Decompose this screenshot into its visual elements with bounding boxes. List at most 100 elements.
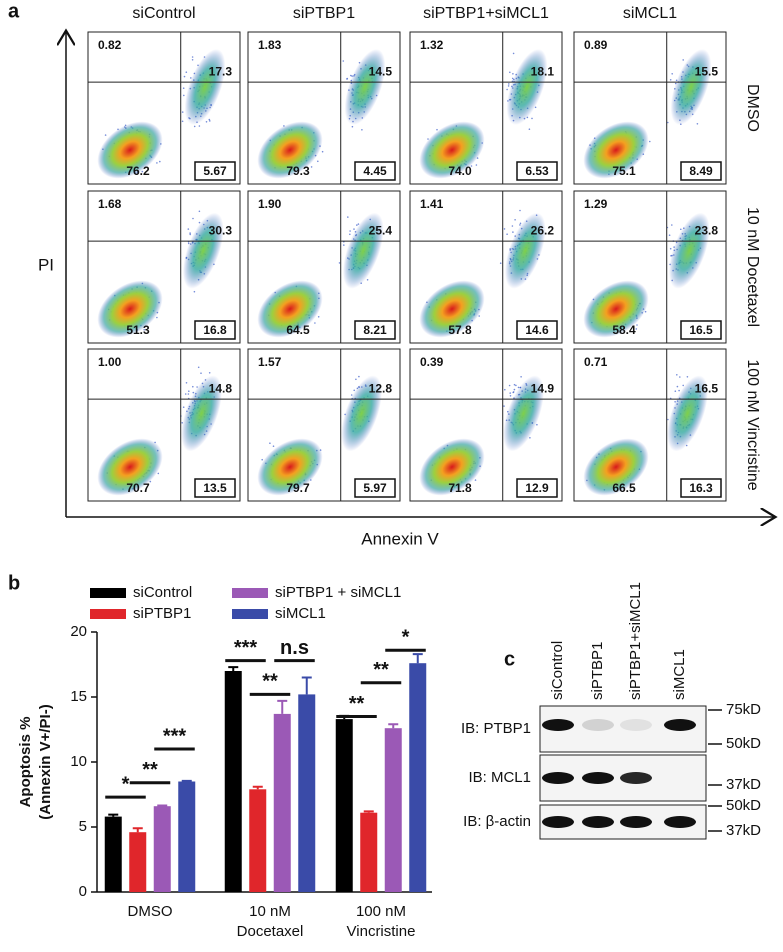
flow-plot: 1.68 30.3 51.3 16.8 <box>87 190 241 344</box>
band <box>620 772 652 784</box>
bar <box>360 812 378 892</box>
x-tick-label: 100 nM <box>356 903 406 920</box>
event-dot <box>512 73 514 75</box>
band <box>542 816 574 828</box>
flow-plot: 1.41 26.2 57.8 14.6 <box>409 190 563 344</box>
upper-cluster <box>182 212 224 289</box>
band <box>582 719 614 731</box>
flow-plot: 0.71 16.5 66.5 16.3 <box>573 348 727 502</box>
quadrant-value: 1.00 <box>98 355 122 369</box>
error-bar <box>108 813 119 817</box>
quadrant-value: 79.7 <box>286 481 310 495</box>
event-dot <box>667 418 669 421</box>
error-bar <box>277 699 288 714</box>
live-cluster <box>583 280 649 338</box>
quadrant-value: 0.89 <box>584 38 608 52</box>
event-dot <box>272 445 275 448</box>
quadrant-value: 1.68 <box>98 197 122 211</box>
bar <box>224 671 242 892</box>
quadrant-value: 18.1 <box>531 64 555 78</box>
live-cluster <box>583 438 649 496</box>
event-dot <box>680 228 682 231</box>
quadrant-value: 5.97 <box>363 481 387 495</box>
quadrant-value: 15.5 <box>695 64 719 78</box>
event-dot <box>189 233 191 236</box>
event-dot <box>676 385 679 388</box>
event-dot <box>520 376 522 378</box>
column-header: siPTBP1 <box>293 5 355 22</box>
quadrant-value: 14.6 <box>525 323 549 337</box>
event-dot <box>512 391 515 393</box>
flow-plot: 0.82 17.3 76.2 5.67 <box>87 31 241 185</box>
event-dot <box>351 125 354 128</box>
value-box <box>680 320 722 340</box>
significance-label: * <box>122 773 130 795</box>
x-tick-label: Docetaxel <box>237 923 304 940</box>
quadrant-value: 79.3 <box>286 164 310 178</box>
quadrant-value: 51.3 <box>126 323 150 337</box>
event-dot <box>310 166 313 168</box>
event-dot <box>269 442 271 445</box>
event-dot <box>187 393 190 395</box>
event-dot <box>512 231 514 233</box>
event-dot <box>671 73 673 75</box>
event-dot <box>529 437 531 439</box>
event-dot <box>317 316 320 318</box>
bar <box>104 816 122 892</box>
upper-cluster <box>341 375 382 452</box>
quadrant-value: 0.82 <box>98 38 122 52</box>
quadrant-value: 5.67 <box>203 164 227 178</box>
flow-plot: 0.89 15.5 75.1 8.49 <box>573 31 727 185</box>
value-box <box>680 478 722 498</box>
event-dot <box>436 128 438 131</box>
event-dot <box>509 71 511 74</box>
event-dot <box>156 316 158 319</box>
error-bar <box>132 827 143 833</box>
event-dot <box>353 389 356 392</box>
error-bar <box>252 785 263 790</box>
event-dot <box>157 472 160 475</box>
y-axis-label: Apoptosis % <box>17 717 34 808</box>
event-dot <box>188 390 190 393</box>
event-dot <box>696 123 699 125</box>
event-dot <box>508 384 511 387</box>
event-dot <box>191 59 194 61</box>
band <box>582 816 614 828</box>
band <box>582 772 614 784</box>
event-dot <box>676 374 678 376</box>
event-dot <box>499 262 502 265</box>
row-label: 100 nM Vincristine <box>744 359 761 490</box>
error-bar <box>388 723 399 729</box>
event-dot <box>528 128 531 130</box>
quadrant-value: 0.71 <box>584 355 608 369</box>
value-box <box>354 478 396 498</box>
marker-label: 75kD <box>726 701 761 718</box>
value-box <box>516 478 558 498</box>
quadrant-value: 70.7 <box>126 481 150 495</box>
marker-label: 50kD <box>726 735 761 752</box>
event-dot <box>321 150 324 153</box>
event-dot <box>508 83 510 85</box>
event-dot <box>143 328 145 331</box>
upper-cluster <box>181 375 222 452</box>
error-bar <box>412 653 423 664</box>
quadrant-value: 25.4 <box>369 223 393 237</box>
y-tick-label: 0 <box>79 883 87 900</box>
event-dot <box>636 324 638 326</box>
event-dot <box>197 366 200 369</box>
event-dot <box>515 384 517 387</box>
flow-grid: siControl siPTBP1 siPTBP1+siMCL1 siMCL1 DMSO… <box>87 5 761 502</box>
error-bar <box>363 810 374 813</box>
upper-cluster <box>668 212 710 289</box>
value-box <box>516 320 558 340</box>
band <box>620 719 652 731</box>
event-dot <box>475 164 478 166</box>
legend-swatch <box>232 588 268 598</box>
event-dot <box>519 224 521 226</box>
legend-swatch <box>90 588 126 598</box>
upper-cluster <box>344 49 386 125</box>
blot-label: IB: PTBP1 <box>461 720 531 737</box>
flow-plot: 1.29 23.8 58.4 16.5 <box>573 190 727 344</box>
event-dot <box>200 372 202 375</box>
event-dot <box>366 279 369 281</box>
